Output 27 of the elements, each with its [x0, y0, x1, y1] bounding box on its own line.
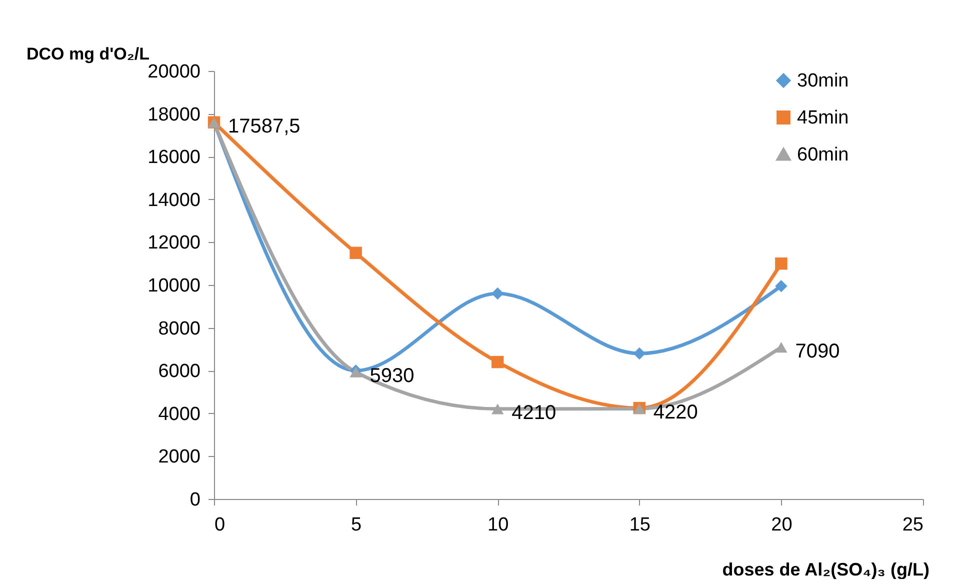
data-label: 4220 — [653, 402, 698, 424]
data-label: 17587,5 — [228, 116, 300, 138]
y-axis-title: DCO mg d'O₂/L — [26, 44, 150, 64]
legend-label: 30min — [797, 70, 849, 92]
data-label: 5930 — [370, 365, 414, 388]
data-label: 7090 — [795, 340, 840, 362]
y-tick-label: 16000 — [148, 147, 200, 168]
y-tick-label: 0 — [190, 490, 200, 510]
y-tick-label: 2000 — [158, 446, 200, 468]
y-tick-label: 14000 — [148, 190, 200, 211]
y-tick-label: 18000 — [148, 104, 200, 126]
y-tick-label: 20000 — [148, 62, 200, 82]
x-tick-label: 15 — [629, 514, 650, 536]
y-tick-label: 8000 — [158, 318, 200, 340]
x-tick-label: 20 — [771, 514, 792, 536]
y-tick-label: 6000 — [158, 361, 200, 382]
y-tick-label: 12000 — [148, 232, 200, 254]
x-tick-label: 25 — [902, 514, 924, 536]
legend-label: 60min — [797, 144, 849, 166]
y-tick-label: 10000 — [148, 276, 200, 296]
x-tick-label: 5 — [351, 514, 362, 536]
legend-label: 45min — [797, 108, 849, 128]
data-label: 4210 — [512, 402, 556, 424]
x-tick-label: 0 — [214, 514, 226, 536]
x-axis-title: doses de Al₂(SO₄)₃ (g/L) — [722, 560, 930, 580]
x-tick-label: 10 — [488, 514, 509, 536]
y-tick-label: 4000 — [158, 404, 200, 425]
